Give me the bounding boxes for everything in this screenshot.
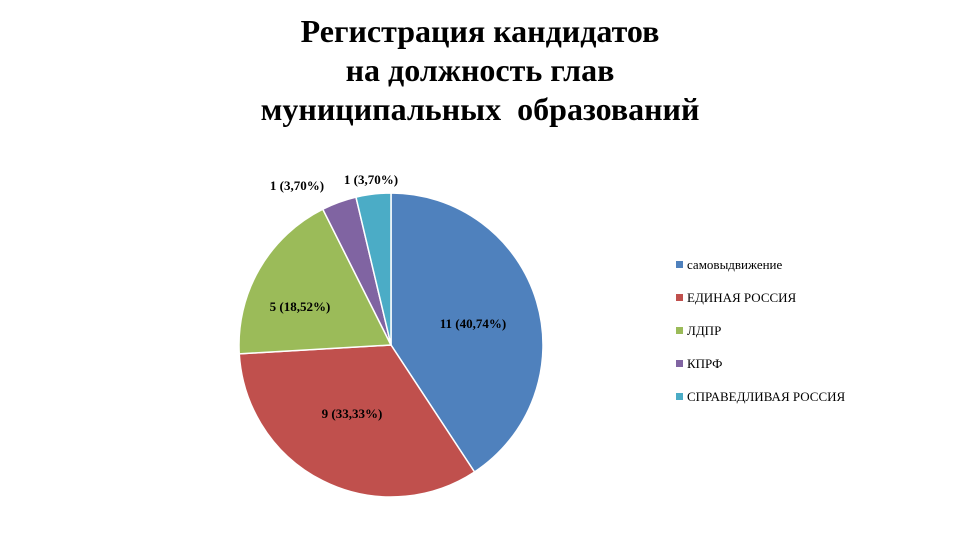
- legend-label: КПРФ: [687, 356, 723, 371]
- legend-label: ЕДИНАЯ РОССИЯ: [687, 290, 797, 305]
- pie-slice: [355, 192, 392, 346]
- chart-title-line-2: на должность глав: [345, 52, 615, 88]
- data-label: 1 (3,70%): [344, 172, 398, 187]
- legend-swatch: [676, 261, 683, 268]
- chart-title-line-3: муниципальных образований: [260, 91, 700, 127]
- legend-label: самовыдвижение: [687, 257, 783, 272]
- legend-item-ldpr: ЛДПР: [676, 322, 845, 339]
- data-label: 9 (33,33%): [322, 406, 383, 421]
- legend: самовыдвижение ЕДИНАЯ РОССИЯ ЛДПР КПРФ С…: [676, 256, 845, 421]
- legend-item-spravedlivaya-rossiya: СПРАВЕДЛИВАЯ РОССИЯ: [676, 388, 845, 405]
- legend-label: СПРАВЕДЛИВАЯ РОССИЯ: [687, 389, 846, 404]
- data-label: 11 (40,74%): [440, 316, 506, 331]
- legend-item-samovydvizhenie: самовыдвижение: [676, 256, 845, 273]
- legend-item-edinaya-rossiya: ЕДИНАЯ РОССИЯ: [676, 289, 845, 306]
- chart-title: Регистрация кандидатов на должность глав…: [0, 12, 960, 129]
- data-label: 5 (18,52%): [270, 299, 331, 314]
- legend-swatch: [676, 393, 683, 400]
- chart-title-line-1: Регистрация кандидатов: [300, 13, 660, 49]
- pie-slice: [238, 344, 476, 498]
- data-label: 1 (3,70%): [270, 178, 324, 193]
- legend-swatch: [676, 360, 683, 367]
- legend-swatch: [676, 294, 683, 301]
- legend-swatch: [676, 327, 683, 334]
- pie-slice: [238, 208, 393, 355]
- legend-label: ЛДПР: [687, 323, 722, 338]
- legend-item-kprf: КПРФ: [676, 355, 845, 372]
